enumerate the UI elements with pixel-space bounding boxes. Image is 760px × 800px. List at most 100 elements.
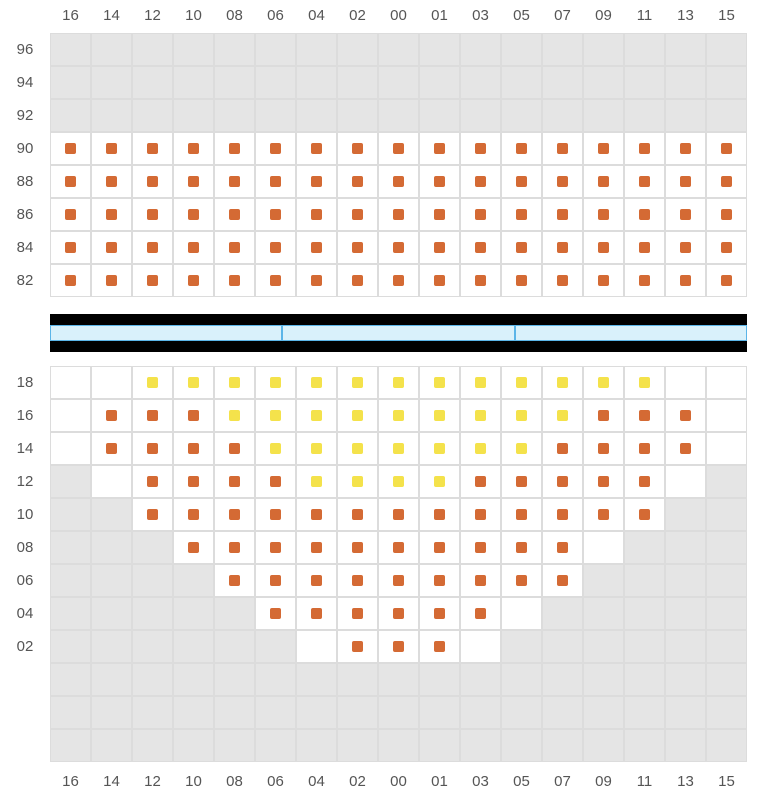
upper-cell[interactable] <box>50 264 91 297</box>
upper-cell[interactable] <box>214 132 255 165</box>
lower-cell[interactable] <box>337 630 378 663</box>
seat-standard[interactable] <box>598 143 609 154</box>
seat-standard[interactable] <box>639 209 650 220</box>
seat-standard[interactable] <box>639 143 650 154</box>
seat-standard[interactable] <box>229 209 240 220</box>
seat-standard[interactable] <box>270 176 281 187</box>
upper-cell[interactable] <box>665 165 706 198</box>
seat-standard[interactable] <box>65 242 76 253</box>
seat-standard[interactable] <box>393 176 404 187</box>
lower-cell[interactable] <box>624 399 665 432</box>
seat-standard[interactable] <box>352 542 363 553</box>
seat-standard[interactable] <box>147 410 158 421</box>
seat-premium[interactable] <box>557 377 568 388</box>
upper-cell[interactable] <box>173 165 214 198</box>
upper-cell[interactable] <box>337 231 378 264</box>
upper-cell[interactable] <box>460 198 501 231</box>
lower-cell[interactable] <box>460 597 501 630</box>
seat-premium[interactable] <box>434 377 445 388</box>
seat-standard[interactable] <box>721 242 732 253</box>
lower-cell[interactable] <box>378 531 419 564</box>
seat-standard[interactable] <box>188 410 199 421</box>
seat-standard[interactable] <box>557 443 568 454</box>
upper-cell[interactable] <box>665 231 706 264</box>
seat-standard[interactable] <box>393 641 404 652</box>
lower-cell[interactable] <box>337 432 378 465</box>
seat-standard[interactable] <box>188 476 199 487</box>
upper-cell[interactable] <box>706 198 747 231</box>
seat-standard[interactable] <box>557 209 568 220</box>
seat-standard[interactable] <box>557 242 568 253</box>
seat-standard[interactable] <box>352 608 363 619</box>
lower-cell[interactable] <box>501 432 542 465</box>
seat-standard[interactable] <box>393 509 404 520</box>
lower-cell[interactable] <box>132 399 173 432</box>
seat-standard[interactable] <box>639 509 650 520</box>
seat-standard[interactable] <box>188 542 199 553</box>
seat-standard[interactable] <box>393 242 404 253</box>
seat-standard[interactable] <box>721 176 732 187</box>
lower-cell[interactable] <box>501 399 542 432</box>
upper-cell[interactable] <box>419 264 460 297</box>
lower-cell[interactable] <box>296 597 337 630</box>
seat-standard[interactable] <box>680 443 691 454</box>
lower-cell[interactable] <box>501 366 542 399</box>
seat-standard[interactable] <box>352 641 363 652</box>
lower-cell[interactable] <box>583 432 624 465</box>
seat-standard[interactable] <box>65 143 76 154</box>
upper-cell[interactable] <box>173 264 214 297</box>
lower-cell[interactable] <box>296 366 337 399</box>
lower-cell[interactable] <box>501 498 542 531</box>
seat-standard[interactable] <box>229 143 240 154</box>
seat-standard[interactable] <box>598 242 609 253</box>
lower-cell[interactable] <box>542 498 583 531</box>
seat-standard[interactable] <box>147 509 158 520</box>
seat-premium[interactable] <box>270 410 281 421</box>
seat-standard[interactable] <box>311 608 322 619</box>
upper-cell[interactable] <box>419 198 460 231</box>
lower-cell[interactable] <box>132 432 173 465</box>
seat-standard[interactable] <box>65 176 76 187</box>
lower-cell[interactable] <box>460 432 501 465</box>
upper-cell[interactable] <box>296 165 337 198</box>
lower-cell[interactable] <box>173 366 214 399</box>
seat-standard[interactable] <box>106 242 117 253</box>
upper-cell[interactable] <box>173 198 214 231</box>
seat-standard[interactable] <box>270 143 281 154</box>
lower-cell[interactable] <box>337 531 378 564</box>
seat-premium[interactable] <box>311 410 322 421</box>
seat-standard[interactable] <box>311 209 322 220</box>
upper-cell[interactable] <box>337 264 378 297</box>
seat-standard[interactable] <box>270 242 281 253</box>
upper-cell[interactable] <box>460 264 501 297</box>
seat-standard[interactable] <box>229 275 240 286</box>
seat-standard[interactable] <box>393 209 404 220</box>
lower-cell[interactable] <box>296 531 337 564</box>
lower-cell[interactable] <box>337 366 378 399</box>
seat-premium[interactable] <box>311 443 322 454</box>
seat-standard[interactable] <box>106 443 117 454</box>
lower-cell[interactable] <box>665 399 706 432</box>
seat-standard[interactable] <box>680 242 691 253</box>
lower-cell[interactable] <box>460 465 501 498</box>
lower-cell[interactable] <box>378 432 419 465</box>
lower-cell[interactable] <box>460 366 501 399</box>
seat-premium[interactable] <box>393 410 404 421</box>
upper-cell[interactable] <box>50 132 91 165</box>
lower-cell[interactable] <box>214 498 255 531</box>
upper-cell[interactable] <box>706 231 747 264</box>
upper-cell[interactable] <box>501 231 542 264</box>
upper-cell[interactable] <box>542 231 583 264</box>
lower-cell[interactable] <box>501 465 542 498</box>
lower-cell[interactable] <box>378 564 419 597</box>
upper-cell[interactable] <box>378 165 419 198</box>
seat-premium[interactable] <box>311 476 322 487</box>
lower-cell[interactable] <box>583 498 624 531</box>
seat-standard[interactable] <box>434 641 445 652</box>
seat-standard[interactable] <box>434 242 445 253</box>
upper-cell[interactable] <box>132 198 173 231</box>
lower-cell[interactable] <box>296 465 337 498</box>
seat-standard[interactable] <box>147 242 158 253</box>
lower-cell[interactable] <box>296 498 337 531</box>
seat-standard[interactable] <box>721 275 732 286</box>
